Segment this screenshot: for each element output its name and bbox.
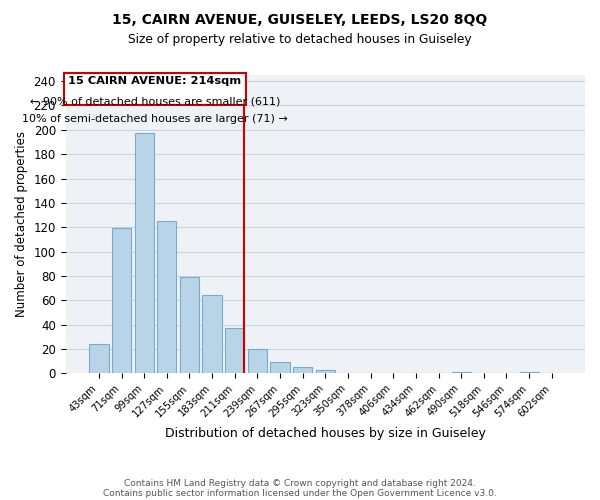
Bar [180,277,199,374]
Bar [134,134,154,374]
Bar [316,370,335,374]
Bar [157,221,176,374]
Bar [89,344,109,374]
Text: 15 CAIRN AVENUE: 214sqm: 15 CAIRN AVENUE: 214sqm [68,76,242,86]
Text: 10% of semi-detached houses are larger (71) →: 10% of semi-detached houses are larger (… [22,114,288,124]
Bar [452,372,471,374]
Bar [225,328,244,374]
Text: 15, CAIRN AVENUE, GUISELEY, LEEDS, LS20 8QQ: 15, CAIRN AVENUE, GUISELEY, LEEDS, LS20 … [112,12,488,26]
Bar [271,362,290,374]
Bar [520,372,539,374]
Bar [293,367,313,374]
Text: Contains public sector information licensed under the Open Government Licence v3: Contains public sector information licen… [103,488,497,498]
X-axis label: Distribution of detached houses by size in Guiseley: Distribution of detached houses by size … [165,427,486,440]
Text: ← 90% of detached houses are smaller (611): ← 90% of detached houses are smaller (61… [30,96,280,106]
Bar [248,349,267,374]
Bar [202,296,222,374]
Bar [112,228,131,374]
Text: Size of property relative to detached houses in Guiseley: Size of property relative to detached ho… [128,32,472,46]
Y-axis label: Number of detached properties: Number of detached properties [15,131,28,317]
Text: Contains HM Land Registry data © Crown copyright and database right 2024.: Contains HM Land Registry data © Crown c… [124,478,476,488]
